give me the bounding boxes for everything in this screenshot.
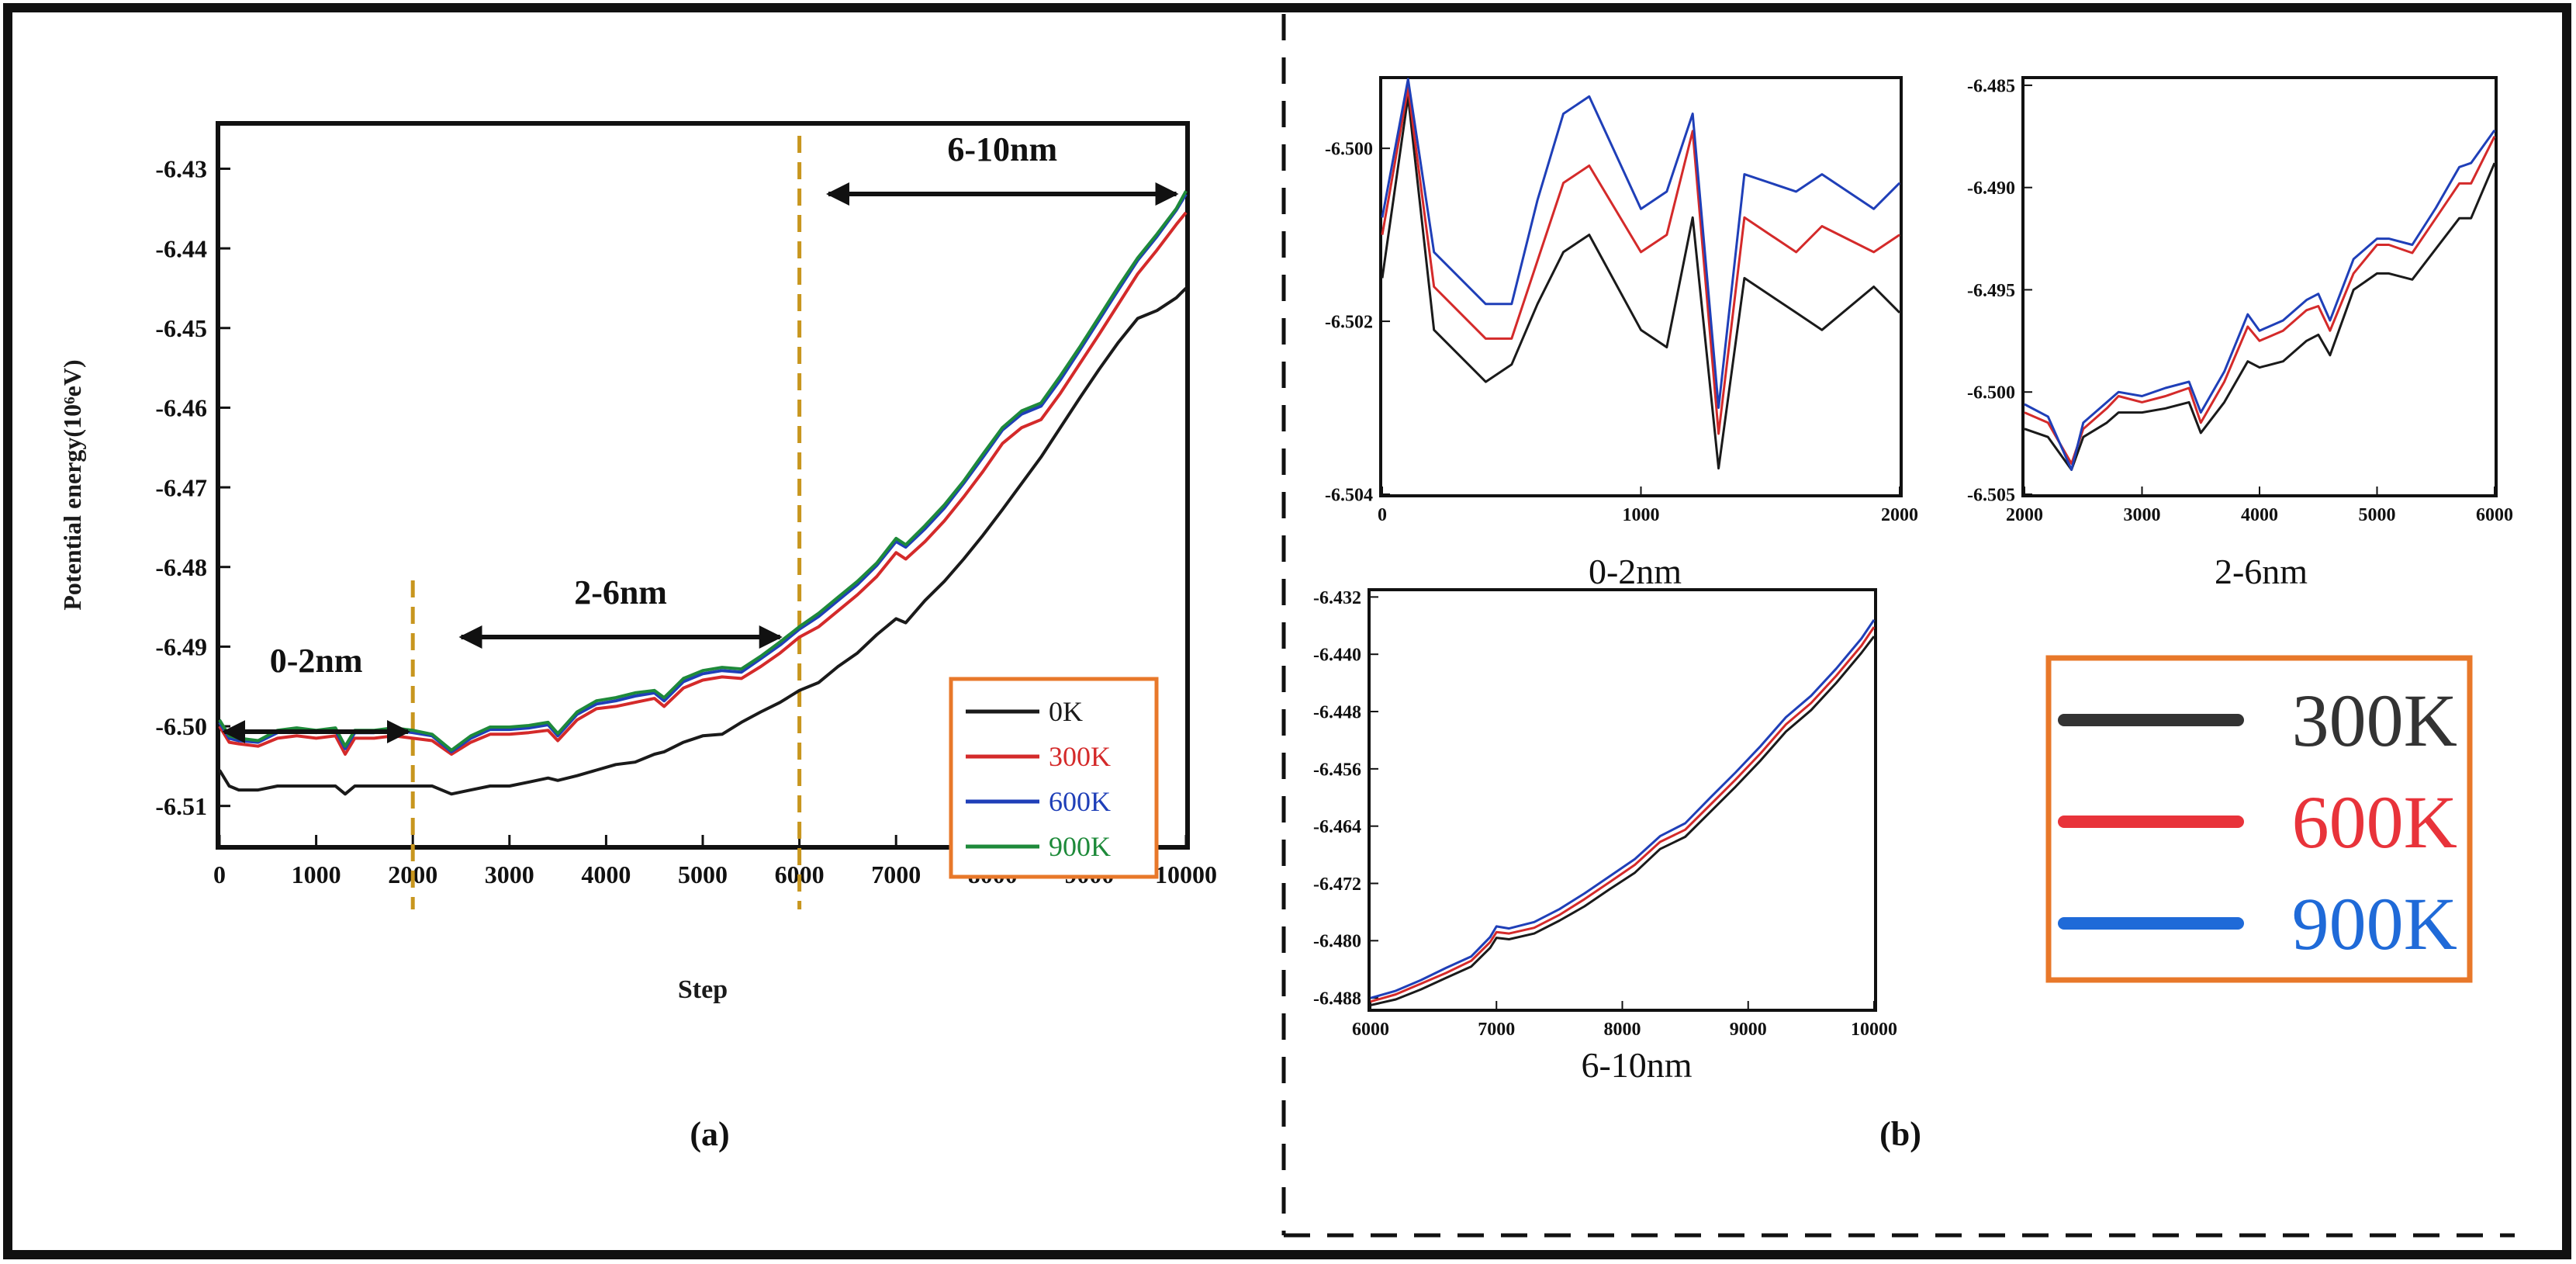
main-y-axis-label: Potential energy(10⁶eV)	[58, 359, 86, 610]
inset-6-10nm-x-tick-label: 10000	[1851, 1020, 1897, 1040]
inset-6-10nm-frame	[1368, 588, 1877, 1012]
inset-0-2nm-series-600k	[1381, 86, 1900, 435]
inset-2-6nm-x-tick-label: 2000	[2006, 505, 2043, 525]
main-x-tick-label: 5000	[678, 861, 728, 888]
inset-6-10nm-x-tick-label: 8000	[1604, 1020, 1641, 1040]
main-x-axis-label: Step	[678, 975, 728, 1004]
main-legend-label-300k: 300K	[1049, 741, 1111, 772]
inset-2-6nm-series-600k	[2024, 136, 2496, 465]
inset-6-10nm-series-lines	[1370, 619, 1876, 1006]
inset-2-6nm-frame	[2021, 76, 2498, 497]
inset-2-6nm-x-tick-label: 5000	[2359, 505, 2396, 525]
inset-0-2nm-series-900k	[1381, 78, 1901, 409]
inset-2-6nm-x-tick-label: 3000	[2124, 505, 2161, 525]
main-chart: 0100020003000400050006000700080009000100…	[58, 121, 1217, 1004]
inset-6-10nm-x-tick-label: 9000	[1730, 1020, 1767, 1040]
inset-6-10nm-y-tick-label: -6.440	[1313, 646, 1361, 666]
inset-0-2nm-axis-ticks: 0 1000 2000 -6.504 -6.502 -6.500	[1325, 140, 1918, 525]
main-y-tick-label: -6.47	[155, 473, 207, 501]
inset-2-6nm-y-tick-label: -6.485	[1967, 76, 2015, 96]
inset-0-2nm-series-300k	[1381, 95, 1901, 470]
main-x-tick-label: 10000	[1155, 861, 1217, 888]
region-dividers	[410, 136, 802, 909]
main-x-tick-label: 0	[213, 861, 226, 888]
main-y-tick-label: -6.43	[155, 155, 207, 183]
main-y-tick-label: -6.48	[155, 553, 207, 581]
main-legend-label-600k: 600K	[1049, 786, 1111, 817]
main-y-tick-label: -6.50	[155, 712, 207, 740]
inset-2-6nm-axis-ticks: 2000 3000 4000 5000 6000 -6.505 -6.500 -6.495 -6…	[1967, 76, 2513, 525]
inset-0-2nm-series-lines	[1381, 78, 1901, 470]
inset-6-10nm-y-tick-label: -6.464	[1313, 817, 1361, 837]
inset-6-10nm-caption: 6-10nm	[1581, 1045, 1692, 1085]
range-label-6-10nm: 6-10nm	[947, 130, 1057, 168]
panel-b-legend-label-600k: 600K	[2292, 781, 2457, 864]
main-y-tick-label: -6.44	[155, 234, 207, 262]
inset-2-6nm-series-300k	[2024, 162, 2496, 471]
inset-0-2nm-frame	[1379, 76, 1903, 497]
main-plot-frame	[216, 121, 1190, 850]
inset-2-6nm-y-tick-label: -6.495	[1967, 281, 2015, 301]
main-legend-label-0k: 0K	[1049, 696, 1083, 727]
inset-6-10nm-y-tick-label: -6.448	[1313, 702, 1361, 722]
panel-b-legend: 300K 600K 900K	[2045, 655, 2473, 983]
inset-6-10nm-x-tick-label: 7000	[1478, 1020, 1515, 1040]
inset-6-10nm-y-tick-label: -6.472	[1313, 874, 1361, 895]
main-x-tick-label: 7000	[871, 861, 921, 888]
panel-b-legend-label-300k: 300K	[2292, 679, 2457, 762]
inset-2-6nm-x-tick-label: 6000	[2476, 505, 2513, 525]
inset-0-2nm-chart: 0 1000 2000 -6.504 -6.502 -6.500 0-2nm	[1325, 76, 1918, 591]
panel-label-b: (b)	[1879, 1115, 1921, 1153]
main-legend-label-900k: 900K	[1049, 831, 1111, 862]
inset-0-2nm-x-tick-label: 1000	[1623, 505, 1660, 525]
main-y-tick-label: -6.49	[155, 633, 207, 661]
inset-6-10nm-y-tick-label: -6.432	[1313, 588, 1361, 608]
inset-2-6nm-y-tick-label: -6.490	[1967, 178, 2015, 199]
inset-6-10nm-chart: 6000 7000 8000 9000 10000 -6.488 -6.480 -6.472 -…	[1313, 588, 1897, 1085]
range-label-0-2nm: 0-2nm	[270, 642, 363, 680]
inset-0-2nm-y-tick-label: -6.500	[1325, 140, 1373, 160]
inset-2-6nm-series-lines	[2024, 130, 2496, 471]
inset-6-10nm-x-tick-label: 6000	[1352, 1020, 1389, 1040]
panel-b-legend-label-900k: 900K	[2292, 882, 2457, 965]
main-series-0k	[218, 286, 1188, 796]
inset-2-6nm-caption: 2-6nm	[2215, 552, 2308, 591]
main-y-tick-label: -6.51	[155, 792, 207, 820]
inset-6-10nm-y-tick-label: -6.456	[1313, 760, 1361, 780]
inset-6-10nm-series-600k	[1370, 626, 1876, 1003]
outer-frame	[3, 3, 2571, 1259]
inset-2-6nm-x-tick-label: 4000	[2241, 505, 2278, 525]
range-arrows: 0-2nm 2-6nm 6-10nm	[222, 130, 1179, 743]
main-y-tick-label: -6.46	[155, 394, 207, 422]
main-x-tick-label: 4000	[581, 861, 631, 888]
inset-0-2nm-x-tick-label: 2000	[1881, 505, 1918, 525]
main-y-tick-label: -6.45	[155, 314, 207, 342]
main-x-tick-label: 1000	[292, 861, 341, 888]
inset-6-10nm-y-tick-label: -6.480	[1313, 932, 1361, 952]
main-legend: 0K 300K 600K 900K	[949, 677, 1159, 879]
inset-2-6nm-y-tick-label: -6.505	[1967, 485, 2015, 505]
inset-6-10nm-y-tick-label: -6.488	[1313, 989, 1361, 1009]
inset-6-10nm-series-300k	[1370, 635, 1876, 1006]
range-label-2-6nm: 2-6nm	[574, 573, 667, 611]
inset-6-10nm-axis-ticks: 6000 7000 8000 9000 10000 -6.488 -6.480 -6.472 -…	[1313, 588, 1897, 1040]
inset-0-2nm-caption: 0-2nm	[1589, 552, 1682, 591]
inset-2-6nm-y-tick-label: -6.500	[1967, 383, 2015, 403]
inset-2-6nm-chart: 2000 3000 4000 5000 6000 -6.505 -6.500 -6.495 -6…	[1967, 76, 2513, 591]
inset-0-2nm-y-tick-label: -6.504	[1325, 485, 1373, 505]
panel-label-a: (a)	[690, 1115, 729, 1153]
inset-2-6nm-series-900k	[2024, 130, 2496, 471]
inset-0-2nm-y-tick-label: -6.502	[1325, 312, 1373, 332]
main-x-tick-label: 3000	[485, 861, 534, 888]
inset-0-2nm-x-tick-label: 0	[1378, 505, 1387, 525]
inset-6-10nm-series-900k	[1370, 619, 1876, 999]
